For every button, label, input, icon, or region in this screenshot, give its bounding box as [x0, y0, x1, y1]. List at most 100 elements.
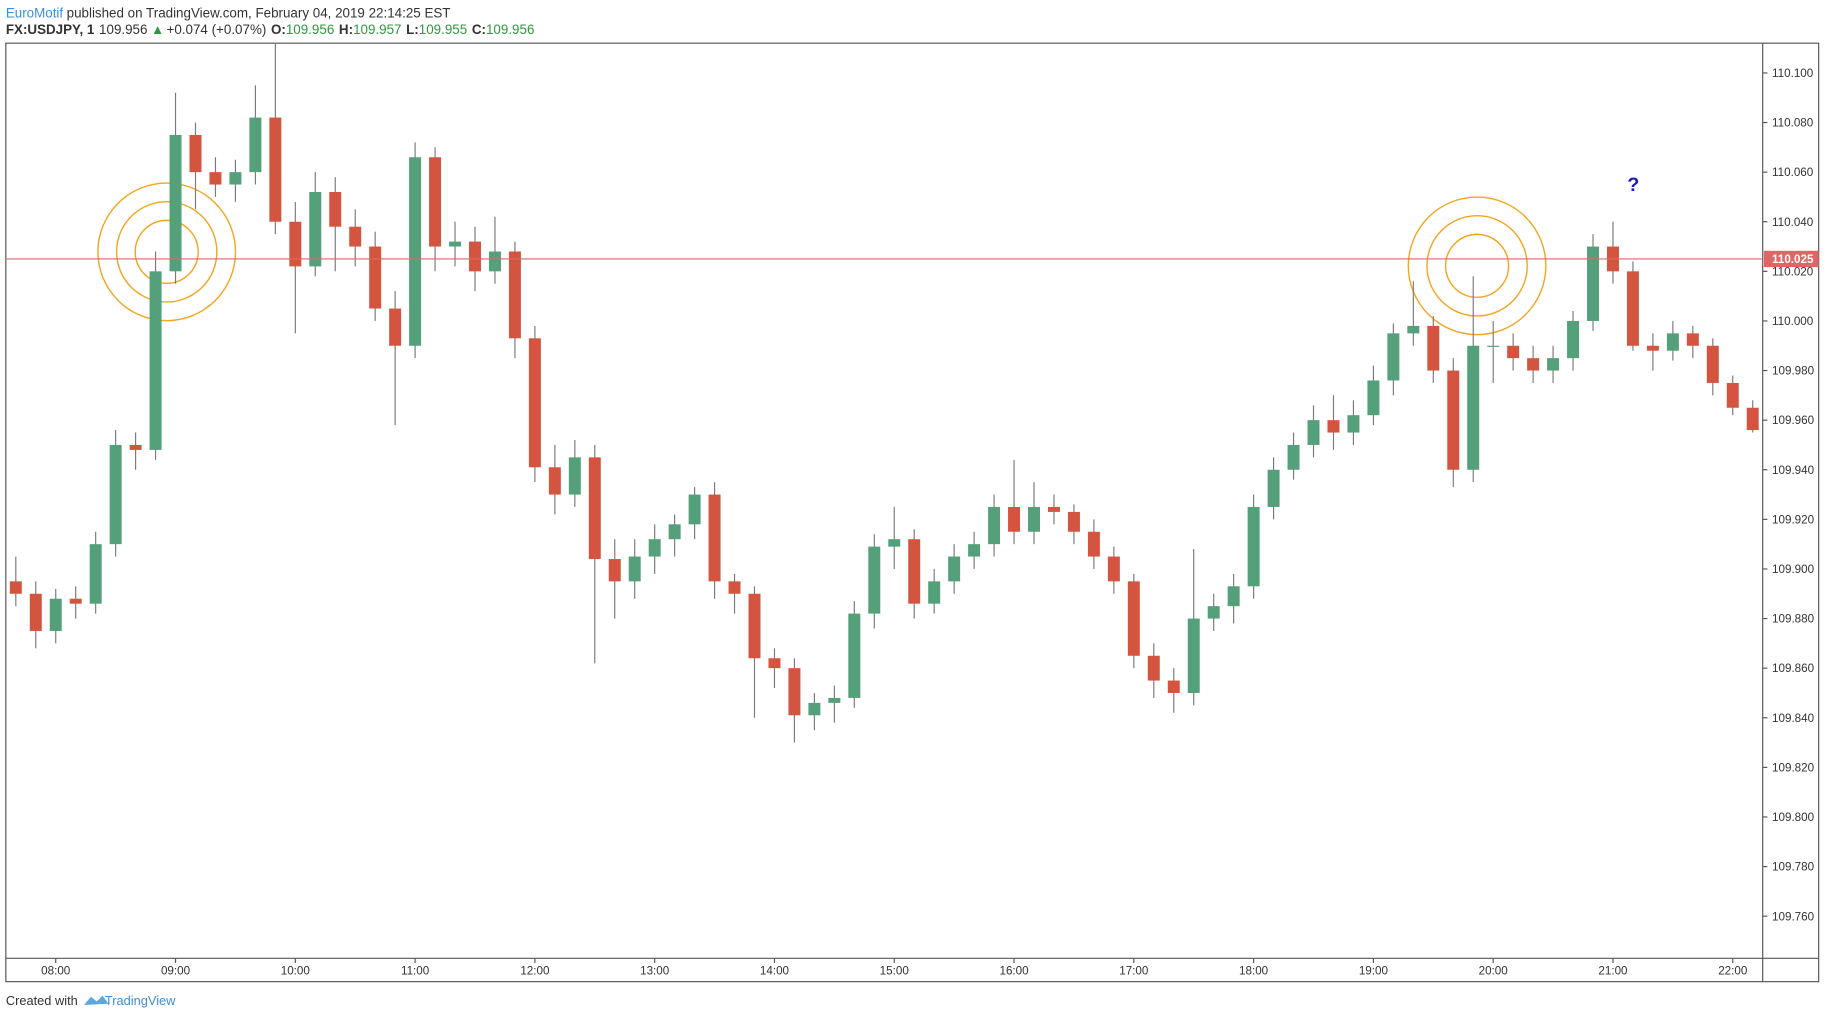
candle-body	[628, 556, 641, 582]
y-tick-label: 109.960	[1772, 414, 1815, 427]
candle-body	[968, 544, 981, 557]
candle-body	[1047, 506, 1060, 512]
candle-body	[1686, 333, 1699, 346]
y-tick-label: 110.080	[1772, 117, 1814, 130]
candle-body	[1087, 531, 1100, 557]
x-tick-label: 22:00	[1718, 965, 1748, 978]
header-line-2: FX:USDJPY, 1 109.956 ▲ +0.074 (+0.07%) O:109…	[6, 22, 535, 37]
candle-body	[568, 457, 581, 495]
candle-body	[1367, 380, 1380, 416]
arrow: ▲	[151, 22, 164, 37]
candle-body	[928, 581, 941, 604]
candle-body	[528, 338, 541, 468]
candle-body	[688, 494, 701, 525]
candle-body	[1107, 556, 1120, 582]
candle-body	[1527, 358, 1540, 371]
candle-body	[249, 117, 262, 173]
logo	[83, 995, 109, 1005]
annotation: ?	[1627, 174, 1639, 196]
x-tick-label: 17:00	[1119, 965, 1149, 978]
y-tick-label: 109.860	[1772, 662, 1815, 675]
candle-body	[1427, 325, 1440, 371]
x-tick-label: 08:00	[41, 965, 71, 978]
candle-body	[848, 613, 861, 698]
symbol: FX:USDJPY, 1	[6, 22, 95, 37]
candle-body	[548, 467, 561, 495]
candle-body	[89, 544, 102, 604]
y-tick-label: 109.880	[1772, 613, 1815, 626]
candle-body	[1646, 345, 1659, 351]
footer-brand[interactable]: TradingView	[105, 993, 176, 1008]
candle-body	[488, 251, 501, 272]
o-label: O:	[271, 22, 286, 37]
candle-body	[728, 581, 741, 594]
candle-body	[1706, 345, 1719, 383]
candle-body	[1207, 606, 1220, 619]
x-tick-label: 12:00	[520, 965, 550, 978]
candle-body	[1347, 415, 1360, 433]
y-tick-label: 110.060	[1772, 166, 1814, 179]
l-label: L:	[406, 22, 419, 37]
candle-body	[888, 539, 901, 547]
candle-body	[1247, 506, 1260, 587]
frame	[5, 42, 1820, 983]
candle-body	[588, 457, 601, 560]
candle-body	[289, 221, 302, 267]
y-tick-label: 110.040	[1772, 216, 1814, 229]
candle-body	[409, 157, 422, 346]
candle-body	[608, 559, 621, 582]
x-tick-label: 15:00	[880, 965, 910, 978]
candle-body	[1726, 382, 1739, 408]
circle-marker-right	[1407, 196, 1547, 336]
candle-body	[69, 598, 82, 604]
candle-body	[29, 593, 42, 631]
candle-body	[1407, 325, 1420, 334]
candle-body	[229, 172, 242, 185]
c-label: C:	[472, 22, 486, 37]
candle-body	[169, 134, 182, 272]
candle-body	[948, 556, 961, 582]
candle-body	[1307, 420, 1320, 445]
candle-body	[988, 506, 1001, 545]
candle-body	[209, 172, 222, 185]
candle-body	[1227, 586, 1240, 607]
l: 109.955	[419, 22, 467, 37]
y-tick-label: 110.020	[1772, 265, 1814, 278]
candle-body	[109, 444, 122, 545]
y-tick-label: 109.980	[1772, 365, 1815, 378]
candle-body	[329, 191, 342, 227]
price-label-box	[1763, 250, 1819, 268]
candle-body	[389, 308, 402, 346]
x-tick-label: 11:00	[401, 965, 430, 978]
x-tick-label: 20:00	[1479, 965, 1509, 978]
x-tick-label: 21:00	[1598, 965, 1628, 978]
candle-body	[1487, 345, 1500, 347]
candle-body	[1467, 345, 1480, 470]
price-label: 110.025	[1772, 253, 1814, 266]
candle-body	[1327, 420, 1340, 433]
y-tick-label: 109.840	[1772, 712, 1815, 725]
h: 109.957	[353, 22, 401, 37]
candle-body	[908, 539, 921, 604]
candle-body	[828, 697, 841, 703]
y-tick-label: 109.760	[1772, 910, 1815, 923]
candle-body	[189, 134, 202, 173]
author[interactable]: EuroMotif	[6, 6, 64, 21]
candle-body	[1447, 370, 1460, 470]
candle-body	[49, 598, 62, 631]
y-tick-label: 109.780	[1772, 861, 1815, 874]
candle-body	[1147, 655, 1160, 681]
candle-body	[1127, 581, 1140, 656]
last: 109.956	[99, 22, 147, 37]
y-tick-label: 109.920	[1772, 513, 1815, 526]
x-tick-label: 10:00	[281, 965, 311, 978]
candle-body	[349, 226, 362, 247]
candle-body	[1067, 511, 1080, 532]
candle-body	[469, 241, 481, 272]
y-tick-label: 109.900	[1772, 563, 1815, 576]
x-tick-label: 09:00	[161, 965, 191, 978]
y-tick-label: 109.800	[1772, 811, 1815, 824]
x-tick-label: 14:00	[760, 965, 790, 978]
candle-body	[1267, 469, 1280, 507]
